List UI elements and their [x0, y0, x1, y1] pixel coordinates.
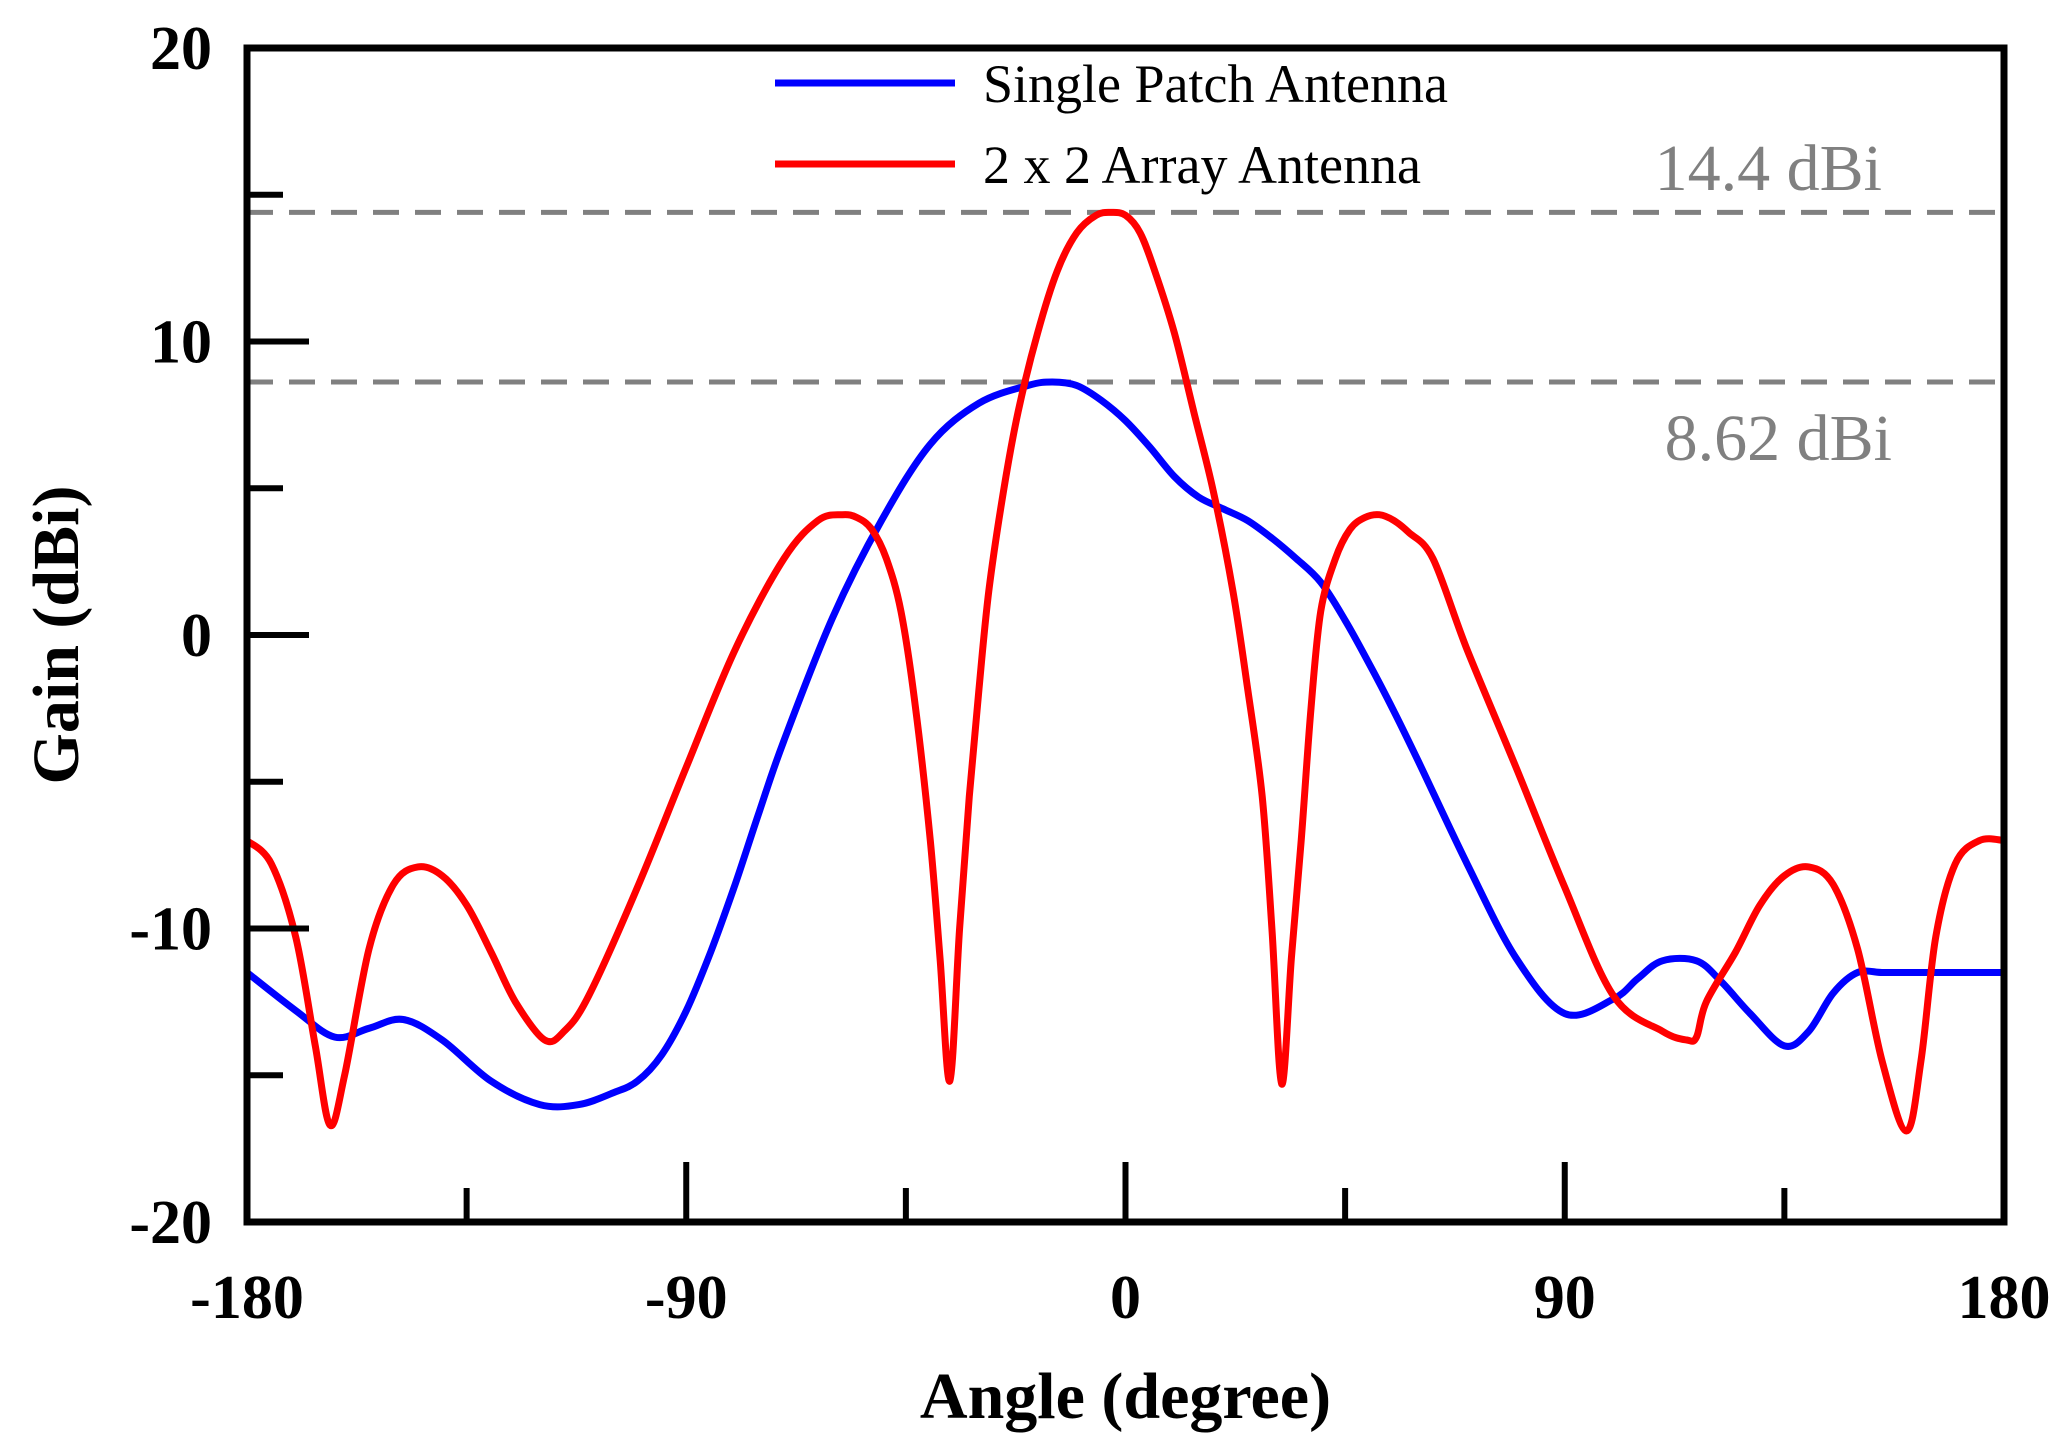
series-line-1: [243, 208, 2008, 1135]
x-axis-title: Angle (degree): [920, 1360, 1331, 1433]
reference-lines: [247, 209, 2004, 385]
reference-label-8-62: 8.62 dBi: [1665, 402, 1892, 475]
y-tick-label: 0: [181, 602, 212, 670]
y-tick-label: 20: [150, 15, 212, 83]
reference-label-14-4: 14.4 dBi: [1655, 132, 1882, 205]
legend-label-array: 2 x 2 Array Antenna: [983, 135, 1421, 195]
x-tick-label: 0: [1110, 1264, 1141, 1332]
x-tick-label: 180: [1958, 1264, 2051, 1332]
legend-label-single-patch: Single Patch Antenna: [983, 54, 1448, 114]
y-tick-label: 10: [150, 309, 212, 377]
tick-labels: -180 -90 0 90 180 -20 -10 0 10 20: [129, 15, 2050, 1332]
series-lines: [243, 208, 2008, 1135]
legend: Single Patch Antenna 2 x 2 Array Antenna: [775, 54, 1448, 195]
series-line-0: [243, 378, 2008, 1111]
x-tick-label: -90: [645, 1264, 728, 1332]
y-tick-label: -10: [129, 896, 212, 964]
y-axis-title: Gain (dBi): [20, 486, 93, 785]
plot-frame: [243, 44, 2008, 1226]
axis-ticks: [244, 45, 2007, 1225]
x-tick-label: -180: [190, 1264, 304, 1332]
y-tick-label: -20: [129, 1189, 212, 1257]
x-tick-label: 90: [1534, 1264, 1596, 1332]
